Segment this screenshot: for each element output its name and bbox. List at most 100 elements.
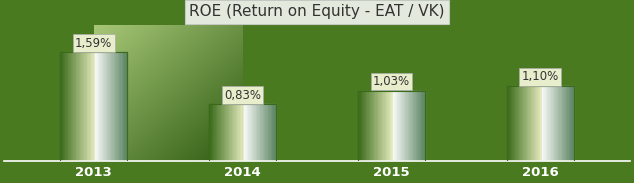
Bar (235, 104, 236, 161)
Bar (268, 104, 269, 161)
Bar (60, 53, 127, 161)
Bar (101, 53, 103, 161)
Bar (402, 91, 404, 161)
Bar (373, 91, 374, 161)
Bar (540, 86, 542, 161)
Bar (393, 91, 394, 161)
Bar (87, 53, 88, 161)
Bar (223, 104, 224, 161)
Bar (571, 86, 573, 161)
Bar (275, 104, 276, 161)
Bar (565, 86, 566, 161)
Bar (99, 53, 100, 161)
Bar (545, 86, 546, 161)
Bar (245, 104, 247, 161)
Bar (126, 53, 127, 161)
Bar (391, 91, 393, 161)
Bar (517, 86, 519, 161)
Bar (98, 53, 99, 161)
Bar (512, 86, 514, 161)
Bar (221, 104, 223, 161)
Bar (536, 86, 538, 161)
Bar (64, 53, 65, 161)
Bar (83, 53, 84, 161)
Bar (91, 53, 92, 161)
Bar (424, 91, 425, 161)
Bar (67, 53, 68, 161)
Bar (265, 104, 267, 161)
Bar (552, 86, 554, 161)
Bar (526, 86, 527, 161)
Bar (406, 91, 408, 161)
Bar (519, 86, 521, 161)
Bar (570, 86, 571, 161)
Bar (103, 53, 104, 161)
Bar (510, 86, 511, 161)
Bar (214, 104, 216, 161)
Bar (210, 104, 212, 161)
Bar (543, 86, 545, 161)
Bar (523, 86, 524, 161)
Bar (106, 53, 107, 161)
Bar (374, 91, 375, 161)
Bar (252, 104, 253, 161)
Bar (422, 91, 424, 161)
Bar (550, 86, 551, 161)
Bar (96, 53, 98, 161)
Bar (250, 104, 252, 161)
Bar (562, 86, 563, 161)
Bar (228, 104, 229, 161)
Bar (110, 53, 111, 161)
Bar (209, 104, 210, 161)
Bar (271, 104, 272, 161)
Bar (379, 91, 381, 161)
Bar (259, 104, 260, 161)
Bar (108, 53, 110, 161)
Bar (122, 53, 123, 161)
Bar (367, 91, 369, 161)
Bar (76, 53, 77, 161)
Bar (104, 53, 106, 161)
Bar (260, 104, 261, 161)
Bar (123, 53, 124, 161)
Bar (60, 53, 61, 161)
Bar (366, 91, 367, 161)
Bar (237, 104, 238, 161)
Text: 0,83%: 0,83% (224, 89, 261, 102)
Bar (527, 86, 528, 161)
Bar (534, 86, 535, 161)
Bar (398, 91, 399, 161)
Bar (362, 91, 363, 161)
Bar (573, 86, 574, 161)
Bar (405, 91, 406, 161)
Bar (410, 91, 411, 161)
Bar (241, 104, 243, 161)
Bar (372, 91, 373, 161)
Bar (230, 104, 232, 161)
Bar (88, 53, 89, 161)
Bar (531, 86, 533, 161)
Bar (381, 91, 382, 161)
Bar (399, 91, 401, 161)
Bar (256, 104, 257, 161)
Bar (272, 104, 273, 161)
Bar (401, 91, 402, 161)
Bar (358, 91, 425, 161)
Bar (358, 91, 359, 161)
Bar (216, 104, 217, 161)
Title: ROE (Return on Equity - EAT / VK): ROE (Return on Equity - EAT / VK) (190, 4, 444, 19)
Bar (261, 104, 262, 161)
Bar (61, 53, 63, 161)
Bar (243, 104, 244, 161)
Bar (507, 86, 508, 161)
Bar (555, 86, 557, 161)
Bar (404, 91, 405, 161)
Bar (511, 86, 512, 161)
Bar (554, 86, 555, 161)
Bar (386, 91, 387, 161)
Bar (94, 53, 95, 161)
Bar (522, 86, 523, 161)
Bar (377, 91, 378, 161)
Bar (77, 53, 79, 161)
Bar (84, 53, 86, 161)
